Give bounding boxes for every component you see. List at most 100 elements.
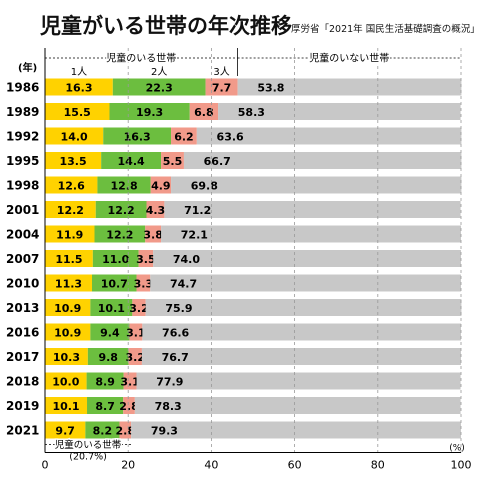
annotation-value: (20.7%): [69, 452, 107, 463]
bar-value-label: 76.7: [162, 351, 189, 364]
bar-value-label: 3.8: [143, 229, 163, 242]
year-label: 1989: [6, 105, 39, 119]
bar-segment: [150, 176, 172, 194]
bar-value-label: 6.8: [194, 106, 214, 119]
series-label: 2人: [151, 66, 167, 78]
series-label: 3人: [213, 66, 229, 78]
bar-value-label: 10.9: [54, 327, 81, 340]
bar-value-label: 69.8: [191, 180, 218, 193]
bar-value-label: 3.1: [120, 376, 140, 389]
bar-segment: [45, 103, 110, 120]
bar-segment: [87, 397, 124, 414]
bar-segment: [131, 421, 461, 439]
bar-value-label: 4.9: [151, 180, 171, 193]
bar-value-label: 10.9: [54, 302, 81, 315]
year-axis-label: (年): [18, 61, 37, 74]
bar-value-label: 11.9: [56, 229, 83, 242]
bar-value-label: 79.3: [151, 425, 178, 438]
bar-segment: [85, 421, 120, 439]
bar-segment: [45, 274, 93, 292]
bar-segment: [136, 372, 461, 390]
bar-value-label: 11.0: [102, 253, 129, 266]
bar-segment: [45, 152, 102, 169]
chart-source: 厚労省「2021年 国民生活基礎調査の概況」: [291, 24, 480, 35]
year-label: 2004: [6, 228, 39, 242]
bar-segment: [138, 250, 154, 267]
x-unit-label: (%): [449, 444, 465, 454]
bar-value-label: 74.0: [173, 253, 200, 266]
bar-value-label: 7.7: [212, 82, 232, 95]
bar-segment: [145, 225, 162, 243]
bar-value-label: 8.9: [95, 376, 115, 389]
bar-segment: [164, 201, 461, 218]
bar-value-label: 15.5: [64, 106, 91, 119]
x-tick-label: 60: [288, 459, 302, 472]
bar-value-label: 14.0: [61, 131, 88, 144]
bar-value-label: 2.8: [116, 425, 136, 438]
bar-segment: [86, 372, 124, 390]
bar-value-label: 9.4: [100, 327, 120, 340]
bar-value-label: 5.5: [163, 155, 183, 168]
bar-segment: [171, 176, 462, 194]
bar-value-label: 13.5: [60, 155, 87, 168]
bar-segment: [45, 421, 86, 439]
annotation-label: 児童のいる世帯: [55, 439, 122, 451]
bar-segment: [45, 127, 104, 145]
bar-segment: [171, 127, 197, 145]
bar-value-label: 74.7: [170, 278, 197, 291]
bar-value-label: 10.3: [53, 351, 80, 364]
bar-segment: [142, 323, 461, 341]
year-label: 1998: [6, 179, 39, 193]
bar-segment: [145, 299, 462, 316]
bar-segment: [97, 176, 151, 194]
year-label: 2010: [6, 277, 39, 291]
bar-segment: [92, 250, 139, 267]
bar-value-label: 58.3: [238, 106, 265, 119]
bar-value-label: 12.6: [58, 180, 85, 193]
x-tick-label: 100: [451, 459, 472, 472]
bar-value-label: 12.2: [108, 204, 135, 217]
group-label-with-children: 児童のいる世帯: [106, 52, 176, 65]
x-tick-label: 20: [121, 459, 135, 472]
bar-value-label: 8.2: [93, 425, 113, 438]
bar-value-label: 10.1: [52, 400, 79, 413]
bar-value-label: 63.6: [217, 131, 244, 144]
year-label: 2021: [6, 424, 39, 438]
bar-segment: [45, 323, 91, 341]
bar-value-label: 3.2: [126, 351, 146, 364]
year-label: 2007: [6, 252, 39, 266]
bar-value-label: 16.3: [65, 82, 92, 95]
bar-value-label: 10.0: [52, 376, 79, 389]
bar-segment: [94, 225, 146, 243]
bar-segment: [45, 250, 93, 267]
bar-value-label: 3.2: [129, 302, 149, 315]
bar-value-label: 71.2: [184, 204, 211, 217]
bar-segment: [141, 348, 462, 365]
bar-segment: [205, 78, 238, 96]
bar-value-label: 12.2: [106, 229, 133, 242]
bar-segment: [128, 348, 142, 365]
bar-value-label: 16.3: [124, 131, 151, 144]
chart-title: 児童がいる世帯の年次推移: [40, 14, 292, 38]
bar-value-label: 2.8: [119, 400, 139, 413]
year-label: 2018: [6, 375, 39, 389]
bar-value-label: 10.7: [101, 278, 128, 291]
bar-segment: [45, 201, 96, 218]
bar-value-label: 3.5: [136, 253, 156, 266]
bar-value-label: 12.8: [110, 180, 137, 193]
bar-segment: [119, 421, 132, 439]
bar-segment: [129, 323, 143, 341]
year-label: 1995: [6, 154, 39, 168]
bar-value-label: 9.7: [55, 425, 75, 438]
bar-value-label: 12.2: [57, 204, 84, 217]
bar-value-label: 3.3: [134, 278, 154, 291]
year-label: 2013: [6, 301, 39, 315]
x-tick-label: 80: [371, 459, 385, 472]
bar-value-label: 66.7: [204, 155, 231, 168]
bar-segment: [146, 201, 165, 218]
bar-segment: [183, 152, 462, 169]
year-label: 1992: [6, 130, 39, 144]
bar-segment: [90, 299, 133, 316]
group-label-without-children: 児童のいない世帯: [309, 52, 389, 65]
bar-segment: [218, 103, 461, 120]
